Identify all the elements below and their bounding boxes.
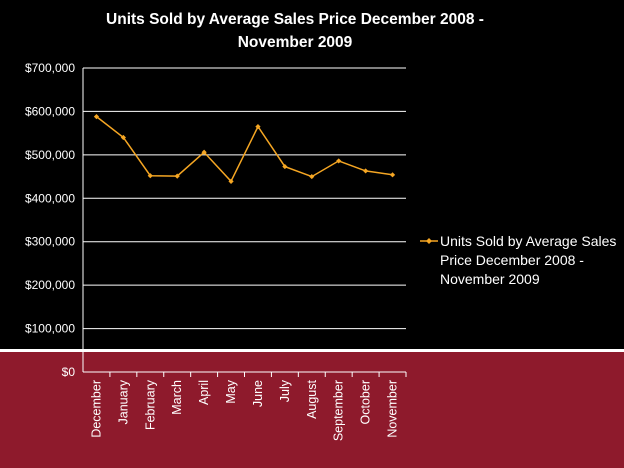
data-point-november <box>389 172 396 178</box>
data-point-october <box>363 168 369 174</box>
x-tick-label-march: March <box>170 380 184 415</box>
x-tick-label-november: November <box>386 380 400 438</box>
data-point-september <box>336 158 342 164</box>
data-point-may <box>228 178 234 184</box>
y-tick-label-0: $0 <box>62 365 76 379</box>
data-point-december <box>93 114 100 120</box>
y-tick-label-4: $400,000 <box>25 191 75 205</box>
x-tick-label-january: January <box>116 379 130 424</box>
band-divider-line <box>0 349 624 352</box>
data-point-march <box>174 173 180 179</box>
x-tick-label-october: October <box>359 380 373 424</box>
y-tick-label-7: $700,000 <box>25 61 75 75</box>
data-point-january <box>120 134 126 141</box>
data-point-february <box>147 173 153 179</box>
y-tick-label-1: $100,000 <box>25 322 75 336</box>
x-tick-label-july: July <box>278 379 292 402</box>
y-tick-label-2: $200,000 <box>25 278 75 292</box>
x-tick-label-april: April <box>197 380 211 405</box>
data-point-august <box>309 173 315 180</box>
legend-label: Units Sold by Average Sales Price Decemb… <box>440 233 617 287</box>
x-tick-label-february: February <box>143 379 157 430</box>
y-tick-label-5: $500,000 <box>25 148 75 162</box>
bottom-band <box>0 349 624 468</box>
x-tick-label-december: December <box>89 380 103 438</box>
data-point-june <box>255 124 261 130</box>
legend-swatch <box>420 238 438 244</box>
legend: Units Sold by Average Sales Price Decemb… <box>420 232 620 289</box>
x-tick-label-august: August <box>305 379 319 418</box>
data-point-july <box>282 163 288 170</box>
x-tick-label-may: May <box>224 379 238 403</box>
data-point-april <box>201 149 207 155</box>
y-tick-label-3: $300,000 <box>25 235 75 249</box>
series-line-0 <box>96 116 393 183</box>
x-tick-label-september: September <box>332 380 346 441</box>
x-tick-label-june: June <box>251 380 265 407</box>
chart-title: Units Sold by Average Sales Price Decemb… <box>106 11 484 51</box>
y-tick-label-6: $600,000 <box>25 104 75 118</box>
